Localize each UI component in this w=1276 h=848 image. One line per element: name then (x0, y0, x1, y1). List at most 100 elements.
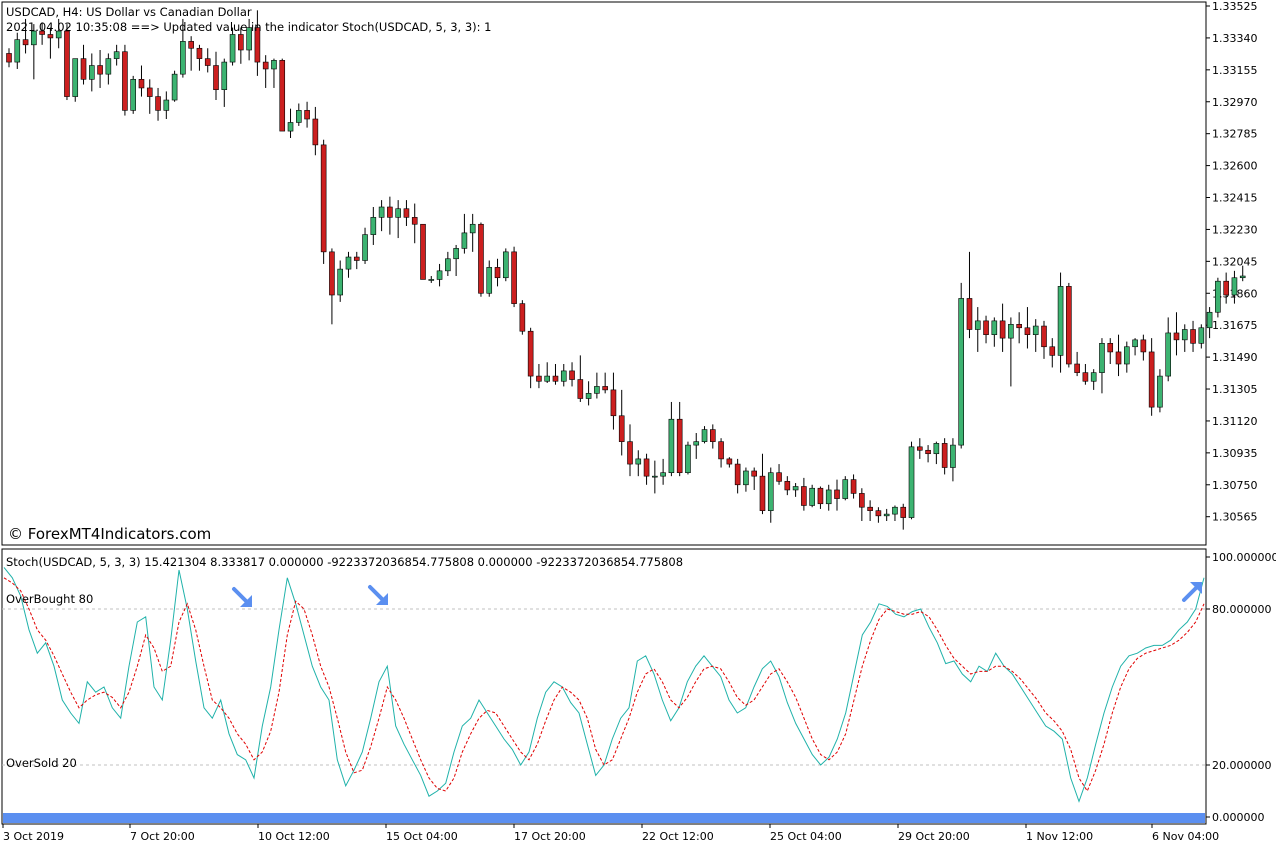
candle[interactable] (295, 103, 302, 126)
candle[interactable] (1016, 312, 1022, 344)
candle[interactable] (983, 315, 989, 344)
candle[interactable] (676, 401, 683, 477)
candle[interactable] (958, 282, 965, 449)
candle[interactable] (809, 484, 815, 508)
candle[interactable] (552, 364, 559, 385)
candle[interactable] (511, 246, 517, 308)
candle[interactable] (974, 307, 981, 352)
candle[interactable] (113, 44, 120, 66)
candle[interactable] (627, 424, 633, 477)
candle[interactable] (825, 484, 832, 511)
candle[interactable] (1157, 369, 1163, 413)
candle[interactable] (685, 441, 691, 475)
candle[interactable] (577, 355, 584, 402)
candle[interactable] (759, 453, 766, 515)
candle[interactable] (743, 467, 749, 492)
candle[interactable] (428, 276, 435, 283)
candle[interactable] (453, 244, 459, 277)
candle[interactable] (693, 433, 700, 459)
candle[interactable] (784, 476, 791, 496)
candle[interactable] (64, 24, 70, 101)
candle[interactable] (544, 362, 551, 383)
candle[interactable] (420, 223, 426, 280)
candle[interactable] (1041, 320, 1047, 359)
candle[interactable] (908, 441, 915, 520)
candle[interactable] (1032, 319, 1039, 352)
candle[interactable] (933, 441, 940, 465)
candle[interactable] (1074, 351, 1080, 377)
candle[interactable] (801, 477, 807, 511)
candle[interactable] (279, 58, 286, 132)
candle[interactable] (1173, 312, 1180, 356)
candle[interactable] (734, 458, 741, 494)
candle[interactable] (1190, 320, 1196, 352)
candle[interactable] (1223, 272, 1229, 304)
candle[interactable] (1107, 338, 1114, 365)
candle[interactable] (1024, 307, 1031, 349)
candle[interactable] (204, 48, 211, 73)
candle[interactable] (585, 381, 592, 406)
candle[interactable] (925, 445, 931, 463)
candle[interactable] (875, 507, 882, 523)
candle[interactable] (941, 438, 948, 475)
candle[interactable] (445, 251, 451, 277)
candle[interactable] (229, 27, 236, 66)
candle[interactable] (155, 87, 161, 121)
candle[interactable] (1099, 338, 1105, 394)
candle[interactable] (171, 70, 178, 102)
candle[interactable] (403, 200, 410, 226)
candle[interactable] (701, 426, 708, 444)
candle[interactable] (370, 207, 377, 245)
candle[interactable] (55, 18, 62, 49)
candles[interactable] (6, 10, 1246, 530)
candle[interactable] (950, 438, 956, 482)
candle[interactable] (817, 486, 824, 509)
candle[interactable] (1066, 282, 1072, 368)
candle[interactable] (262, 55, 269, 88)
candle[interactable] (850, 474, 857, 499)
candle[interactable] (80, 44, 87, 85)
candle[interactable] (859, 488, 865, 522)
candle[interactable] (1165, 317, 1171, 382)
candle[interactable] (238, 27, 244, 64)
candle[interactable] (271, 58, 277, 88)
candle[interactable] (22, 18, 29, 54)
candle[interactable] (610, 372, 617, 430)
candle[interactable] (594, 372, 600, 399)
candle[interactable] (362, 227, 368, 264)
candle[interactable] (1215, 277, 1221, 318)
candle[interactable] (31, 24, 37, 80)
candle[interactable] (1231, 270, 1238, 304)
candle[interactable] (461, 213, 468, 254)
candle[interactable] (320, 139, 327, 264)
candle[interactable] (130, 75, 136, 114)
candle[interactable] (1140, 334, 1147, 361)
candle[interactable] (213, 51, 219, 101)
candle[interactable] (1132, 338, 1138, 356)
candle[interactable] (560, 364, 567, 387)
candle[interactable] (105, 53, 112, 85)
candle[interactable] (39, 22, 45, 45)
candle[interactable] (122, 44, 128, 116)
candle[interactable] (494, 258, 501, 287)
candle[interactable] (883, 508, 890, 522)
candle[interactable] (312, 106, 319, 156)
candle[interactable] (221, 58, 228, 107)
candle[interactable] (916, 438, 923, 459)
candle[interactable] (1008, 317, 1014, 387)
candle[interactable] (47, 27, 54, 59)
candle[interactable] (436, 263, 443, 287)
candle[interactable] (1239, 265, 1246, 282)
candle[interactable] (378, 200, 385, 232)
candle[interactable] (1090, 369, 1097, 390)
candle[interactable] (329, 248, 335, 325)
candle[interactable] (718, 438, 724, 468)
candle[interactable] (304, 101, 310, 128)
candle[interactable] (387, 196, 393, 235)
candle[interactable] (776, 464, 782, 485)
candle[interactable] (1082, 364, 1089, 385)
candle[interactable] (1198, 324, 1205, 349)
candle[interactable] (196, 44, 203, 71)
candle[interactable] (536, 364, 542, 389)
candle[interactable] (867, 500, 873, 522)
